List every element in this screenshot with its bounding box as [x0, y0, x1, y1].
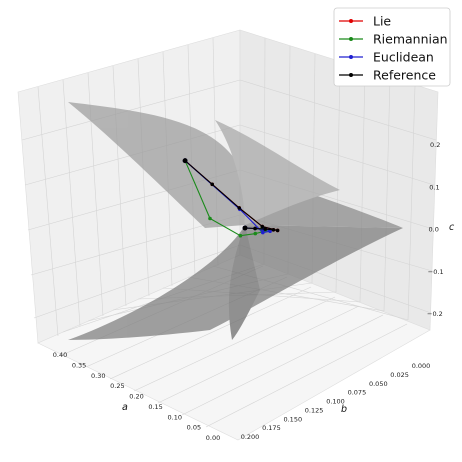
- series-point-reference: [263, 227, 268, 231]
- y-tick-label: 0.100: [326, 398, 345, 406]
- legend-box: [333, 7, 451, 87]
- x-tick-label: 0.35: [72, 361, 86, 369]
- y-tick-label: 0.075: [348, 389, 367, 397]
- legend: Lie Riemannian Euclidean Reference: [333, 7, 451, 87]
- x-tick-label: 0.30: [91, 372, 105, 380]
- series-point-reference: [210, 182, 214, 187]
- y-tick-labels: 0.0000.0250.0500.0750.1000.1250.1500.175…: [241, 362, 431, 441]
- legend-marker-riemannian: [349, 37, 353, 41]
- z-tick-label: −0.1: [428, 268, 444, 276]
- y-tick-label: 0.175: [262, 424, 281, 432]
- series-point-euclidean: [261, 230, 265, 235]
- z-tick-label: 0.0: [429, 226, 439, 234]
- legend-label-euclidean: Euclidean: [373, 50, 434, 65]
- y-axis-label: b: [341, 404, 347, 415]
- z-axis-label: c: [449, 222, 455, 233]
- series-point-riemannian: [238, 233, 243, 238]
- x-tick-label: 0.20: [129, 393, 143, 401]
- series-point-reference: [182, 158, 188, 164]
- legend-entries: Lie Riemannian Euclidean Reference: [339, 14, 448, 83]
- y-tick-label: 0.050: [369, 380, 388, 388]
- x-tick-label: 0.25: [110, 382, 124, 390]
- z-tick-labels: 0.2 0.1 0.0 −0.1 −0.2: [427, 141, 444, 318]
- z-tick-label: 0.2: [430, 141, 440, 149]
- y-tick-label: 0.150: [283, 415, 302, 423]
- x-tick-label: 0.00: [206, 434, 220, 442]
- legend-marker-lie: [349, 19, 353, 23]
- z-tick-label: 0.1: [429, 183, 439, 191]
- series-point-riemannian: [208, 216, 212, 221]
- x-tick-labels: 0.40 0.35 0.30 0.25 0.20 0.15 0.10 0.05 0.00: [53, 351, 220, 442]
- legend-label-lie: Lie: [373, 14, 391, 29]
- series-point-reference: [253, 226, 257, 231]
- y-tick-label: 0.125: [305, 406, 324, 414]
- x-tick-label: 0.40: [53, 351, 67, 359]
- y-tick-label: 0.025: [390, 371, 409, 379]
- series-point-reference: [260, 224, 265, 229]
- series-point-reference: [237, 206, 241, 210]
- floor-pane: [37, 254, 431, 441]
- legend-marker-reference: [349, 73, 353, 77]
- series-point-reference: [275, 228, 280, 233]
- x-tick-label: 0.05: [187, 424, 201, 432]
- x-tick-label: 0.15: [148, 403, 162, 411]
- series-layer: [182, 158, 280, 238]
- surface-front-fold: [228, 225, 260, 340]
- legend-marker-euclidean: [349, 55, 353, 59]
- series-point-riemannian: [253, 231, 258, 236]
- y-tick-label: 0.200: [241, 433, 260, 441]
- legend-label-reference: Reference: [373, 68, 436, 83]
- x-tick-label: 0.10: [168, 413, 182, 421]
- x-axis-label: a: [122, 402, 128, 413]
- legend-label-riemannian: Riemannian: [373, 32, 448, 47]
- y-tick-label: 0.000: [412, 362, 431, 370]
- z-tick-label: −0.2: [427, 310, 443, 318]
- surface-upper-back: [215, 120, 340, 225]
- series-point-reference: [271, 228, 276, 232]
- series-point-reference: [242, 225, 248, 231]
